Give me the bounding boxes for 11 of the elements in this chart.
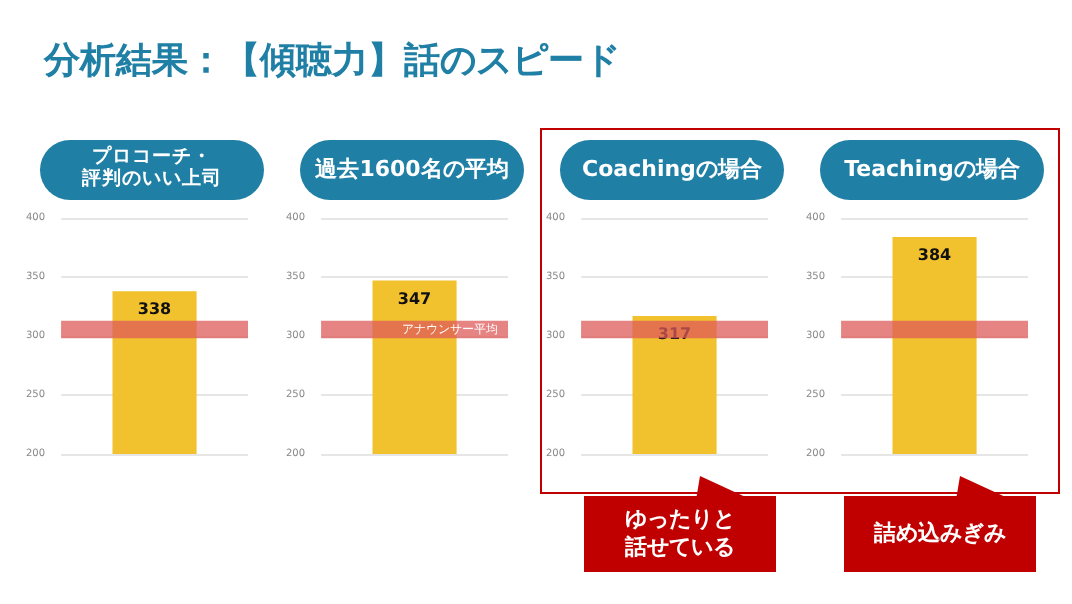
text: 詰め込みぎみ [874,519,1006,549]
chart-title: 過去1600名の平均 [300,140,524,200]
chart-title: Coachingの場合 [560,140,784,200]
chart-title: プロコーチ・評判のいい上司 [40,140,264,200]
data-label: 384 [917,245,953,264]
data-label: 317 [657,324,692,343]
data-label: 338 [137,300,173,319]
text: 分析結果：【傾聴力】話のスピード [44,38,620,84]
chart-title: Teachingの場合 [820,140,1044,200]
data-label: 347 [397,289,432,308]
text: ゆったりと話せている [623,505,737,563]
